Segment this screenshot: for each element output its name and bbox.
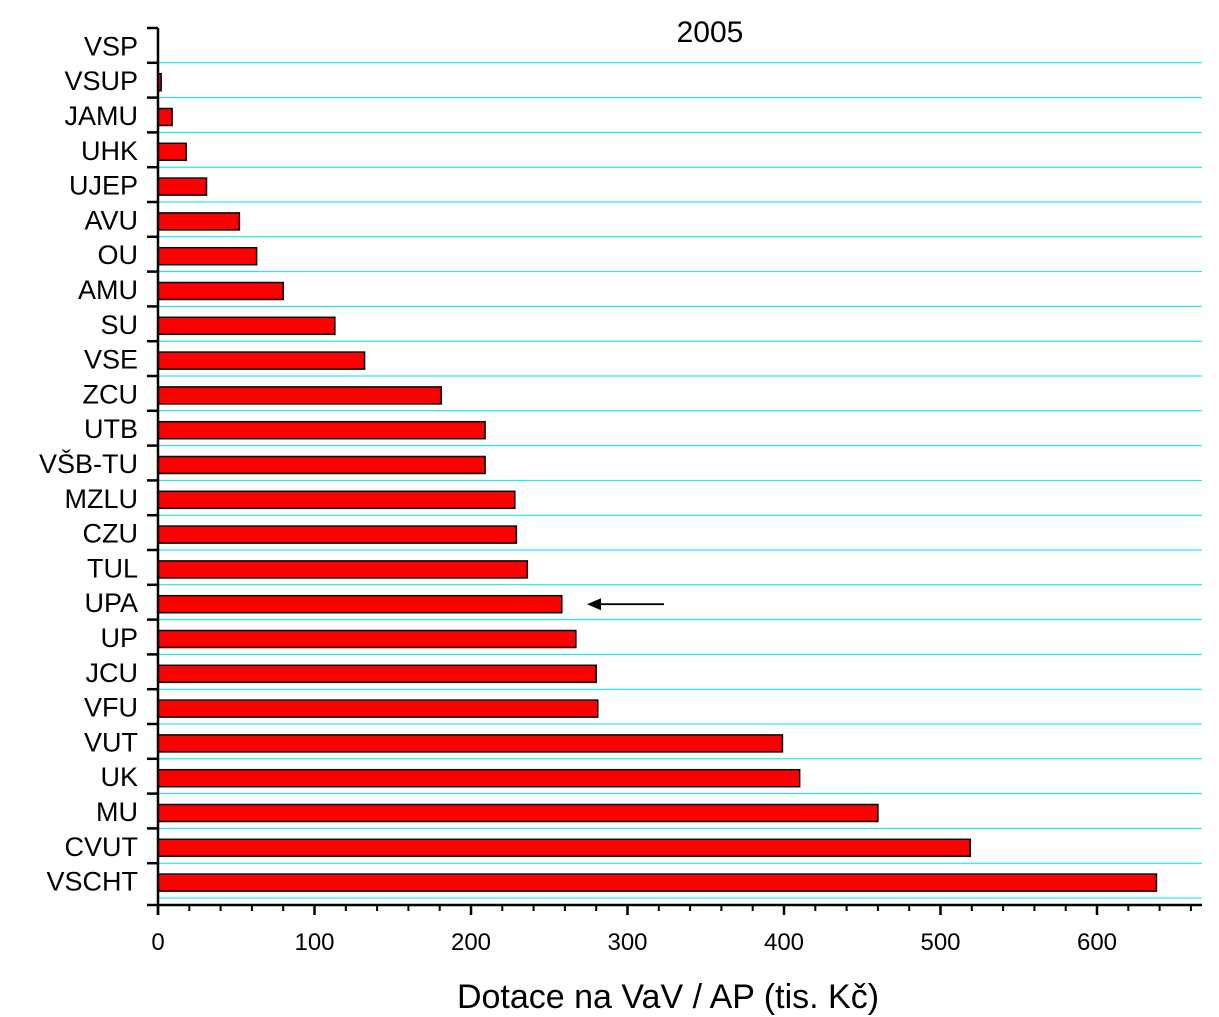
category-label: JAMU [65,101,139,131]
category-label: VSUP [64,66,138,96]
x-tick-label: 200 [451,929,491,956]
category-label: UPA [84,588,138,618]
category-label: MU [96,797,138,827]
bar-uhk [157,142,187,162]
bar-mu [157,803,879,823]
category-label: ZCU [83,379,139,409]
bar-amu [157,281,284,301]
category-label: VSE [84,345,138,375]
bar-tul [157,560,529,579]
category-label: CVUT [65,832,139,862]
category-label: CZU [83,519,139,549]
bar-jamu [157,107,173,127]
bar-up [157,629,577,649]
axes [147,26,1202,915]
category-label: UJEP [69,171,138,201]
chart-title: 2005 [677,16,744,49]
category-label: MZLU [65,484,139,514]
category-label: AMU [78,275,138,305]
category-label: VUT [84,727,138,757]
labels: VSP VSUP JAMU UHK UJEP AVU OU AMU SU VSE ZCU UTB VŠB… [39,31,1117,956]
x-tick-label: 100 [294,929,334,956]
bar-zcu [157,386,443,405]
x-tick-label: 400 [764,929,804,956]
bar-uk [157,768,801,788]
x-tick-label: 500 [920,929,960,956]
category-label: VSP [84,31,138,61]
bar-jcu [157,664,597,684]
bar-mzlu [157,490,516,510]
category-label: VŠB-TU [39,448,138,479]
bar-utb [157,420,486,440]
category-label: OU [98,240,139,270]
bar-upa [157,594,563,614]
category-label: UHK [81,136,138,166]
bar-czu [157,525,518,544]
grid-lines [158,62,1202,899]
bar-avu [157,212,241,231]
category-label: VSCHT [46,867,138,897]
bar-ou [157,246,258,266]
arrow-head [587,598,601,611]
x-axis-label: Dotace na VaV / AP (tis. Kč) [457,978,879,1016]
category-label: JCU [86,658,139,688]
bar-cvut [157,838,971,858]
category-label: UP [100,623,138,653]
bar-vse [157,351,366,370]
x-tick-label: 300 [607,929,647,956]
bar-všb-tu [157,455,486,475]
x-tick-label: 0 [151,929,164,956]
category-label: UTB [84,414,138,444]
x-tick-label: 600 [1077,929,1117,956]
bar-vut [157,734,784,753]
bars [157,72,1158,892]
bar-su [157,316,336,336]
highlight-arrow [587,598,664,611]
category-label: UK [100,762,138,792]
category-label: VFU [84,693,138,723]
bar-ujep [157,177,208,196]
category-label: SU [100,310,138,340]
category-label: AVU [84,205,138,235]
bar-vscht [157,873,1158,892]
category-label: TUL [87,553,138,583]
bar-vfu [157,699,599,718]
